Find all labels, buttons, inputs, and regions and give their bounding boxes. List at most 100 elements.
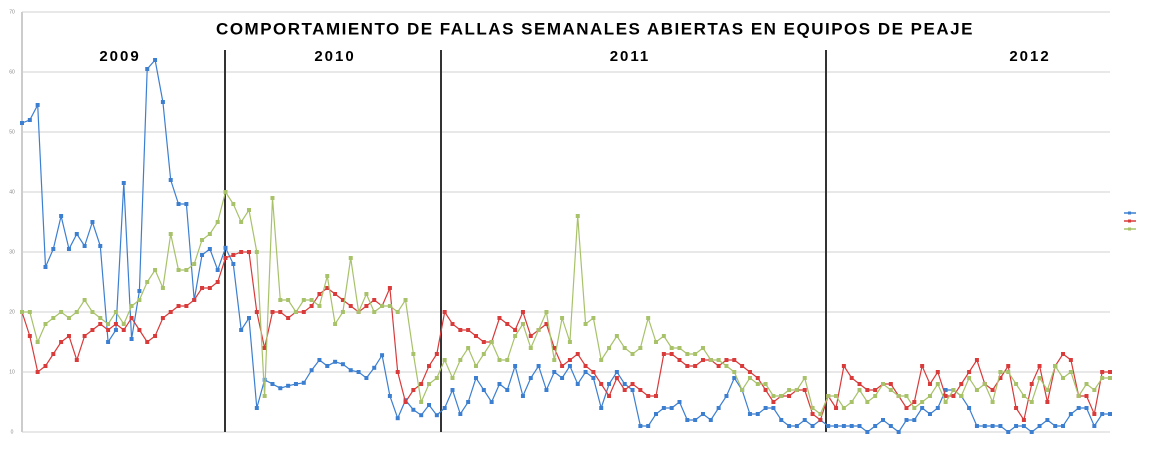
- point: [943, 388, 948, 392]
- point: [896, 394, 901, 398]
- point: [450, 322, 455, 326]
- point: [90, 220, 95, 224]
- point: [419, 382, 424, 386]
- point: [340, 362, 345, 367]
- point: [794, 388, 799, 392]
- point: [998, 424, 1003, 428]
- point: [528, 376, 533, 380]
- point: [403, 298, 408, 302]
- point: [239, 328, 244, 332]
- point: [98, 316, 103, 320]
- point: [1084, 406, 1089, 410]
- point: [912, 406, 917, 410]
- point: [207, 286, 212, 290]
- point: [317, 358, 322, 362]
- point: [935, 382, 940, 386]
- point: [200, 286, 205, 290]
- point: [43, 322, 48, 326]
- point: [974, 388, 979, 392]
- point: [207, 247, 212, 251]
- point: [826, 394, 831, 398]
- point: [849, 424, 854, 428]
- point: [747, 412, 752, 416]
- point: [43, 265, 48, 269]
- point: [693, 352, 698, 356]
- point: [661, 406, 666, 410]
- point: [489, 400, 494, 404]
- point: [505, 322, 510, 326]
- point: [372, 365, 377, 370]
- point: [552, 346, 557, 350]
- y-tick-label: 30: [9, 249, 15, 255]
- point: [1108, 412, 1112, 416]
- point: [779, 394, 784, 398]
- point: [982, 382, 987, 386]
- point: [333, 359, 338, 364]
- point: [1084, 394, 1089, 398]
- point: [129, 337, 134, 341]
- point: [372, 310, 377, 314]
- point: [59, 340, 64, 344]
- point: [1006, 364, 1011, 368]
- point: [121, 328, 126, 332]
- point: [113, 310, 118, 314]
- point: [959, 382, 964, 386]
- point: [497, 382, 502, 386]
- point: [176, 202, 181, 206]
- point: [755, 412, 760, 416]
- point: [489, 340, 494, 344]
- point: [888, 382, 893, 386]
- point: [544, 388, 549, 392]
- point: [677, 358, 682, 362]
- point: [184, 202, 189, 206]
- legend-marker: [1128, 211, 1131, 215]
- series-line: [22, 190, 1110, 415]
- point: [967, 376, 972, 380]
- year-label: 2010: [314, 48, 355, 65]
- point: [207, 232, 212, 236]
- point: [536, 328, 541, 332]
- point: [818, 412, 823, 416]
- point: [278, 298, 283, 302]
- point: [223, 256, 228, 260]
- point: [481, 388, 486, 392]
- y-tick-label: 50: [9, 129, 15, 135]
- point: [904, 406, 909, 410]
- point: [943, 400, 948, 404]
- point: [106, 340, 111, 344]
- point: [716, 406, 721, 410]
- point: [685, 352, 690, 356]
- point: [1068, 358, 1073, 362]
- point: [301, 298, 306, 302]
- point: [841, 406, 846, 410]
- point: [442, 310, 447, 314]
- point: [787, 394, 792, 398]
- point: [583, 322, 588, 326]
- series-line: [21, 58, 1110, 433]
- point: [200, 253, 205, 257]
- point: [638, 388, 643, 392]
- point: [520, 394, 525, 398]
- point: [411, 407, 416, 412]
- point: [998, 376, 1003, 380]
- point: [239, 220, 244, 224]
- point: [481, 340, 486, 344]
- point: [317, 304, 322, 308]
- point: [74, 358, 79, 362]
- point: [403, 400, 408, 404]
- point: [560, 316, 565, 320]
- point: [912, 400, 917, 404]
- point: [896, 430, 901, 434]
- point: [857, 424, 862, 428]
- point: [669, 352, 674, 356]
- point: [724, 358, 729, 362]
- point: [755, 382, 760, 386]
- point: [1076, 406, 1081, 410]
- point: [153, 268, 158, 272]
- point: [904, 394, 909, 398]
- point: [943, 394, 948, 398]
- point: [106, 322, 111, 326]
- point: [1053, 364, 1058, 368]
- point: [630, 382, 635, 386]
- point: [505, 388, 510, 392]
